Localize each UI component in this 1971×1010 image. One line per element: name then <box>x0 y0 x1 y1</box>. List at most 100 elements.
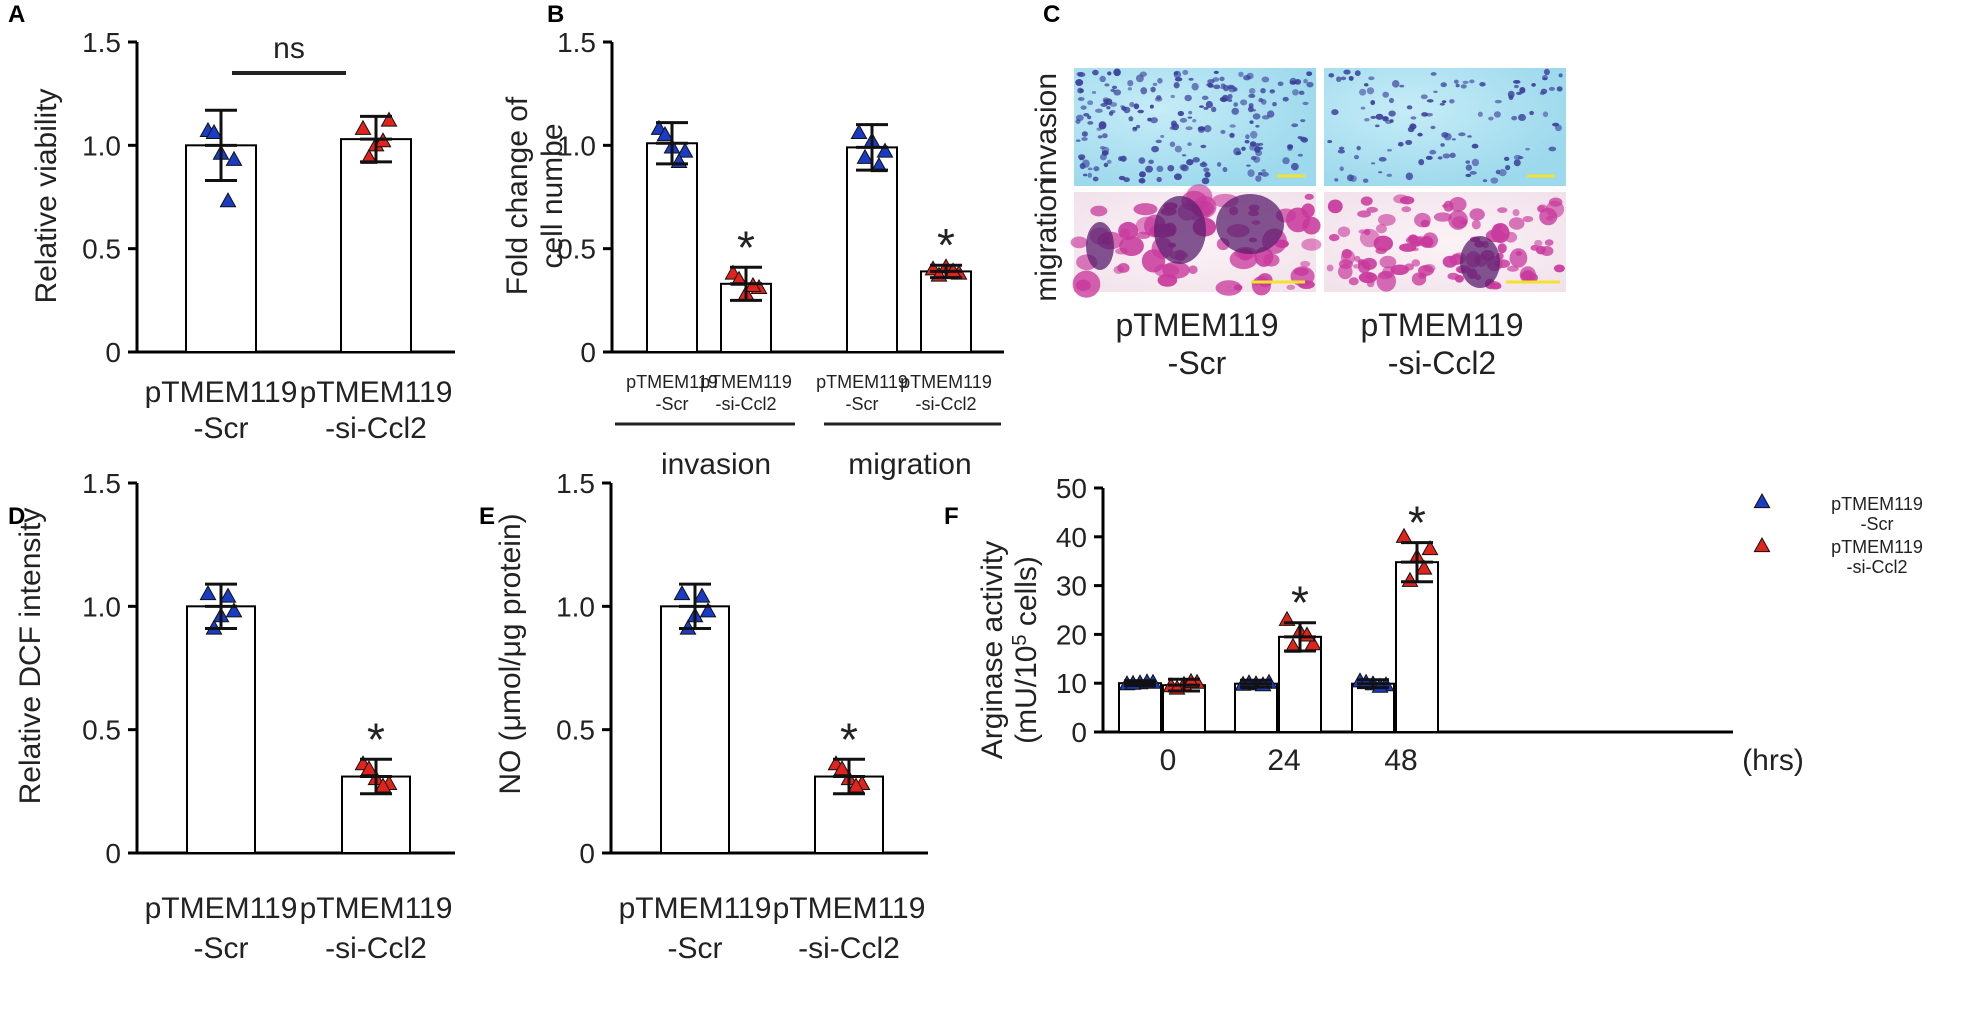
cell-dot <box>1123 177 1130 183</box>
panel-d-ytick-label: 1.5 <box>82 468 121 499</box>
cell-dot <box>1326 264 1334 272</box>
panel-b-cat-3-line2: -Scr <box>846 394 879 414</box>
panel-d-point <box>225 602 243 618</box>
cell-dot <box>1111 85 1118 90</box>
cell-dot <box>1186 159 1194 166</box>
cell-dot <box>1179 117 1188 123</box>
cell-dot <box>1449 99 1455 104</box>
cell-dot <box>1157 273 1178 287</box>
cell-dot <box>1244 139 1250 144</box>
cell-dot <box>1078 154 1086 160</box>
cell-dot <box>1282 96 1289 102</box>
cell-dot <box>1207 83 1214 88</box>
panel-e-bar <box>660 605 730 854</box>
panel-f-ytick-label: 20 <box>1056 619 1087 650</box>
cell-dot <box>1525 147 1530 151</box>
cell-dot <box>1083 112 1090 117</box>
cell-dot <box>1204 171 1211 178</box>
cell-dot <box>1375 113 1384 120</box>
cell-dot <box>1255 143 1261 147</box>
cell-dot <box>1107 71 1112 76</box>
cell-dot <box>1382 91 1390 98</box>
cell-dot <box>1255 175 1262 182</box>
cell-dot <box>1075 79 1084 87</box>
cell-dot <box>1373 235 1394 252</box>
panel-label-e: E <box>479 503 495 530</box>
cell-dot <box>1095 108 1103 113</box>
cell-dot <box>1378 156 1387 162</box>
cell-dot <box>1529 110 1534 116</box>
cell-dot <box>1090 205 1108 217</box>
cell-dot <box>1375 124 1380 128</box>
cell-dot <box>1378 171 1383 174</box>
cell-dot <box>1289 77 1297 85</box>
cell-dot <box>1469 171 1477 175</box>
cell-dot <box>1465 164 1473 171</box>
cell-dot <box>1128 116 1134 122</box>
cell-dot <box>1453 79 1459 84</box>
cell-dot <box>1145 165 1153 173</box>
cell-dot <box>1451 216 1468 229</box>
cell-dot <box>1370 115 1377 119</box>
panel-c-col-2-line1: pTMEM119 <box>1360 307 1523 343</box>
cell-dot <box>1440 143 1445 147</box>
cell-dot <box>1348 277 1359 286</box>
cell-dot <box>1360 196 1373 206</box>
cell-dot <box>1382 116 1389 122</box>
cell-dot <box>1353 155 1360 160</box>
panel-b-cat-2-line2: -si-Ccl2 <box>716 394 777 414</box>
panel-e-point <box>847 777 865 793</box>
panel-e-point <box>673 584 691 601</box>
cell-dot <box>1192 157 1200 163</box>
panel-a-cat-2-line2: -si-Ccl2 <box>325 412 427 445</box>
cell-dot <box>1188 265 1198 274</box>
cell-dot <box>1494 99 1502 104</box>
cell-dot <box>1099 75 1106 83</box>
cell-dot <box>1433 90 1438 94</box>
cell-dot <box>1497 243 1507 254</box>
cell-dot <box>1469 208 1485 221</box>
cell-dot <box>1199 105 1204 108</box>
cell-dot <box>1460 84 1467 89</box>
panel-f-ytick-label: 40 <box>1056 522 1087 553</box>
cell-dot <box>1458 132 1466 137</box>
cell-dot <box>1269 89 1276 94</box>
cell-dot <box>1411 259 1421 267</box>
cell-dot <box>1210 106 1217 113</box>
cell-dot <box>1346 174 1354 182</box>
cell-dot <box>1188 110 1193 115</box>
panel-f-chart: Arginase activity (mU/105 cells) (hrs) p… <box>976 473 1923 777</box>
cell-dot <box>1356 145 1361 151</box>
cell-dot <box>1441 131 1449 138</box>
panel-b-ytick-label: 0 <box>580 337 596 368</box>
cell-dot <box>1338 146 1345 150</box>
cell-dot <box>1495 169 1501 175</box>
cell-dot <box>1087 100 1094 106</box>
panel-e-ytick-label: 1.5 <box>556 468 595 499</box>
cell-dot <box>1364 117 1370 122</box>
cell-dot <box>1363 83 1369 87</box>
cell-dot <box>1260 171 1269 177</box>
cell-dot <box>1197 126 1206 131</box>
cell-dot <box>1100 103 1108 107</box>
panel-f-series-2-significance-star: * <box>1291 577 1309 629</box>
panel-b-significance-star: * <box>737 221 755 273</box>
cell-dot <box>1254 146 1261 153</box>
cell-dot <box>1430 125 1436 130</box>
cell-dot <box>1157 77 1163 84</box>
panel-d-cat-2-line2: -si-Ccl2 <box>325 932 427 965</box>
cell-dot <box>1388 97 1394 104</box>
cell-dot <box>1360 106 1366 110</box>
cell-dot <box>1353 255 1361 262</box>
cell-dot <box>1229 124 1236 128</box>
panel-f-ylabel-pre: (mU/10 <box>1010 646 1043 744</box>
cell-dot <box>1337 226 1351 238</box>
panel-a-ylabel: Relative viability <box>30 88 63 303</box>
cell-dot <box>1233 102 1239 107</box>
cell-dot <box>1147 117 1152 122</box>
cell-dot <box>1227 99 1233 102</box>
panel-c-col-1-line1: pTMEM119 <box>1115 307 1278 343</box>
panel-e-significance-star: * <box>840 713 858 765</box>
cell-dot <box>1228 85 1237 93</box>
